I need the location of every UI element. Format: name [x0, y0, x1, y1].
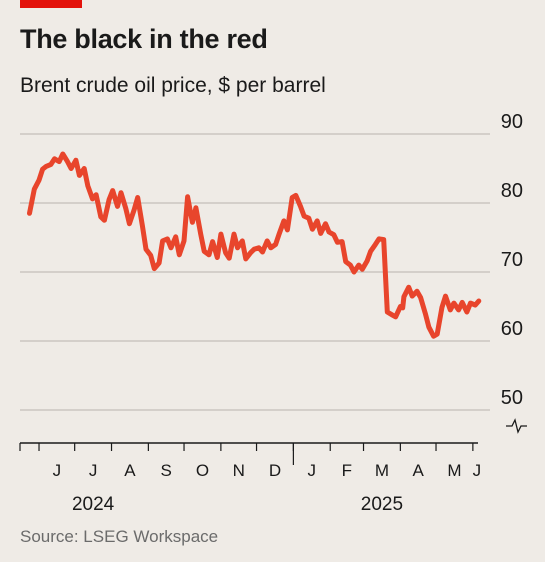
- series-line-0: [27, 151, 482, 339]
- x-tick-label: D: [269, 461, 281, 480]
- y-tick-label: 90: [501, 111, 523, 133]
- x-tick-label: S: [161, 461, 172, 480]
- x-tick-label: J: [53, 461, 62, 480]
- x-tick-label: A: [124, 461, 136, 480]
- y-tick-label: 70: [501, 249, 523, 271]
- axis-break-icon: [506, 418, 527, 434]
- x-tick-label: A: [413, 461, 425, 480]
- source-note: Source: LSEG Workspace: [20, 527, 219, 546]
- chart-title: The black in the red: [20, 24, 268, 54]
- x-tick-label: J: [89, 461, 98, 480]
- x-tick-label: M: [375, 461, 389, 480]
- x-tick-label: M: [447, 461, 461, 480]
- brand-accent-bar: [20, 0, 82, 8]
- x-tick-label: O: [196, 461, 209, 480]
- x-tick-label: F: [342, 461, 352, 480]
- y-axis-labels: 90 80 70 60 50: [501, 111, 527, 434]
- y-tick-label: 50: [501, 387, 523, 409]
- x-tick-label: J: [308, 461, 317, 480]
- year-label: 2024: [72, 494, 115, 515]
- y-tick-label: 60: [501, 318, 523, 340]
- y-tick-label: 80: [501, 180, 523, 202]
- gridlines: [20, 133, 490, 411]
- series-layer: [27, 151, 482, 339]
- year-label: 2025: [361, 494, 403, 515]
- x-tick-label: J: [473, 461, 482, 480]
- x-tick-label: N: [233, 461, 245, 480]
- chart-subtitle: Brent crude oil price, $ per barrel: [20, 74, 326, 97]
